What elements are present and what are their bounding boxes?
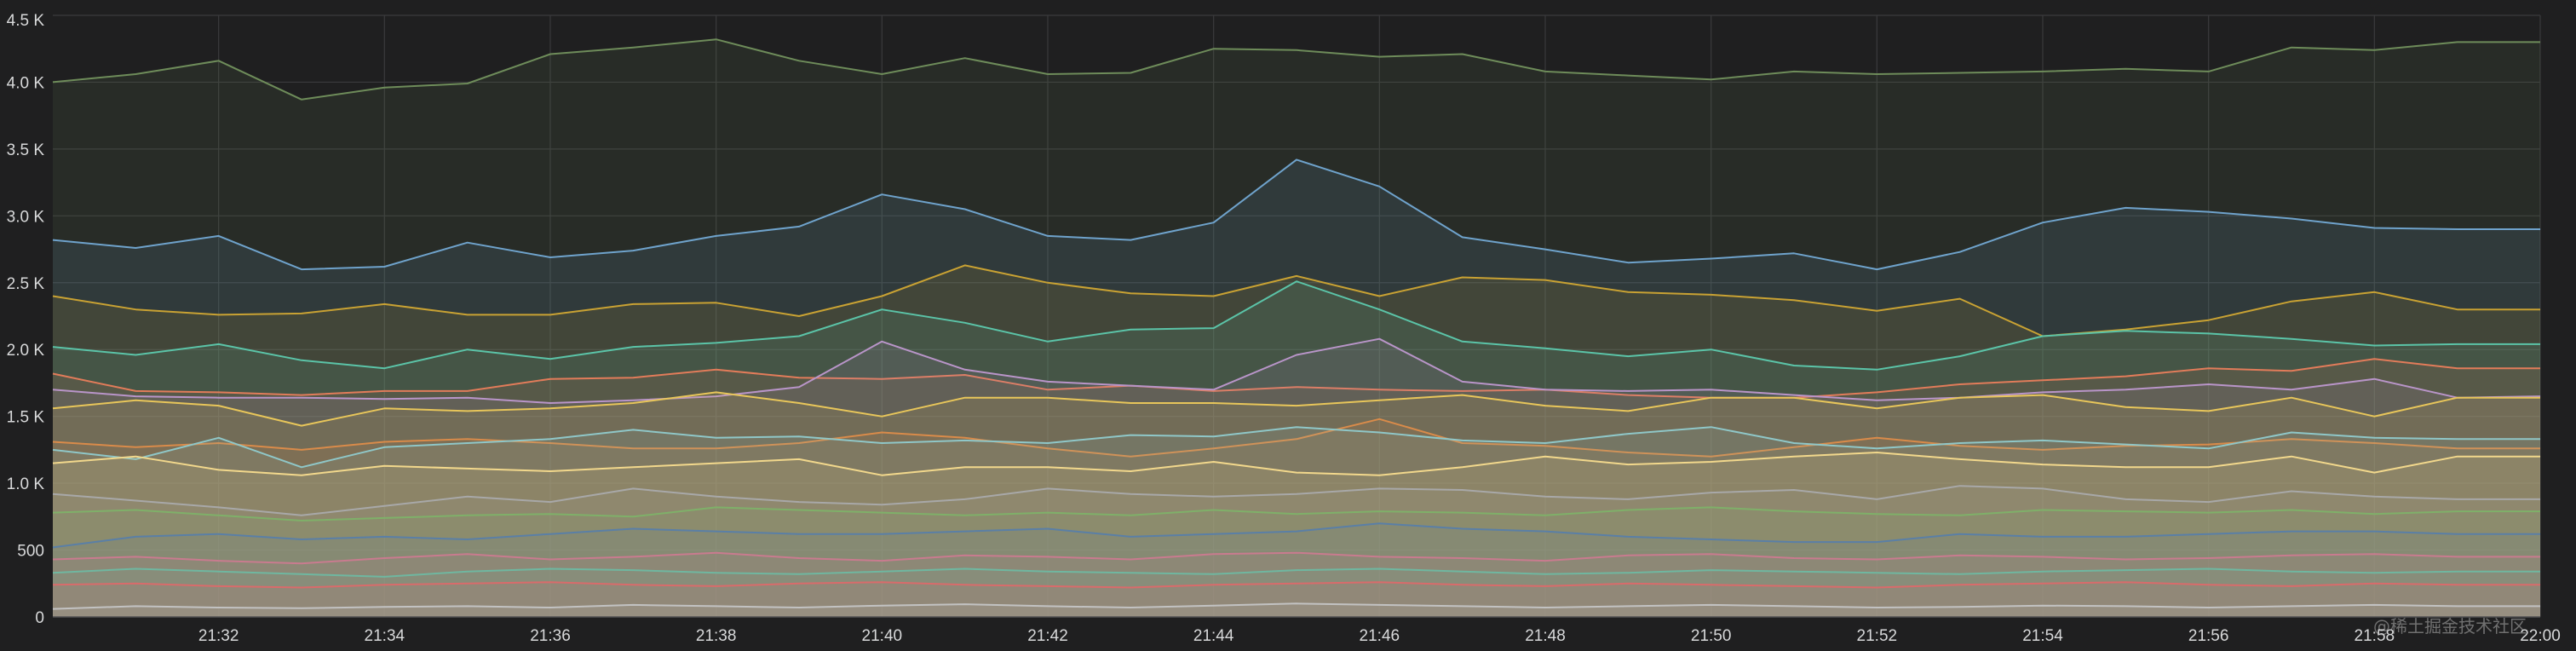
series-7-area <box>53 418 2540 617</box>
x-tick-label: 22:00 <box>2520 627 2561 645</box>
y-tick-label: 1.5 K <box>7 409 45 427</box>
series-8-line <box>52 426 2540 469</box>
series-3-area <box>53 281 2540 617</box>
series-9-area <box>53 452 2540 617</box>
series-11-area <box>53 507 2540 617</box>
series-group <box>52 38 2541 617</box>
series-13-area <box>53 552 2540 617</box>
x-tick-label: 21:46 <box>1360 627 1400 645</box>
y-tick-label: 1.0 K <box>7 475 45 493</box>
series-8-area <box>53 427 2540 617</box>
series-15-line <box>52 581 2540 589</box>
x-tick-label: 21:44 <box>1193 627 1234 645</box>
x-tick-label: 21:36 <box>530 627 571 645</box>
series-0-line <box>52 38 2540 101</box>
x-tick-label: 21:38 <box>696 627 737 645</box>
series-0-area <box>53 39 2540 617</box>
series-12-line <box>52 522 2540 549</box>
x-tick-label: 21:40 <box>862 627 903 645</box>
x-tick-label: 21:48 <box>1525 627 1566 645</box>
series-10-line <box>52 485 2540 516</box>
y-tick-label: 3.0 K <box>7 208 45 226</box>
series-1-line <box>52 158 2540 271</box>
series-4-area <box>53 359 2540 617</box>
series-4-line <box>52 358 2540 399</box>
y-tick-label: 2.0 K <box>7 342 45 360</box>
series-6-line <box>52 391 2540 427</box>
series-1-area <box>53 159 2540 617</box>
x-tick-label: 21:50 <box>1691 627 1732 645</box>
series-14-line <box>52 567 2540 578</box>
x-tick-label: 21:32 <box>198 627 239 645</box>
series-5-area <box>53 338 2540 617</box>
x-tick-label: 21:58 <box>2355 627 2395 645</box>
series-11-line <box>52 506 2540 521</box>
x-tick-label: 21:54 <box>2022 627 2063 645</box>
series-9-line <box>52 452 2540 476</box>
series-7-line <box>52 418 2540 458</box>
x-tick-label: 21:42 <box>1027 627 1068 645</box>
y-tick-label: 4.0 K <box>7 74 45 92</box>
y-tick-label: 0 <box>35 609 44 627</box>
y-tick-label: 4.5 K <box>7 12 45 30</box>
series-15-area <box>53 582 2540 617</box>
series-5-line <box>52 337 2541 404</box>
y-tick-label: 2.5 K <box>7 275 45 293</box>
y-tick-label: 3.5 K <box>7 141 45 159</box>
series-3-line <box>52 280 2540 371</box>
series-10-area <box>53 486 2540 617</box>
x-tick-label: 21:52 <box>1857 627 1898 645</box>
series-13-line <box>52 551 2540 565</box>
y-tick-label: 500 <box>17 543 44 561</box>
series-2-line <box>52 264 2540 337</box>
series-2-area <box>53 265 2540 617</box>
series-16-line <box>52 602 2540 610</box>
x-tick-label: 21:56 <box>2188 627 2229 645</box>
x-tick-label: 21:34 <box>365 627 405 645</box>
series-16-area <box>53 603 2540 617</box>
